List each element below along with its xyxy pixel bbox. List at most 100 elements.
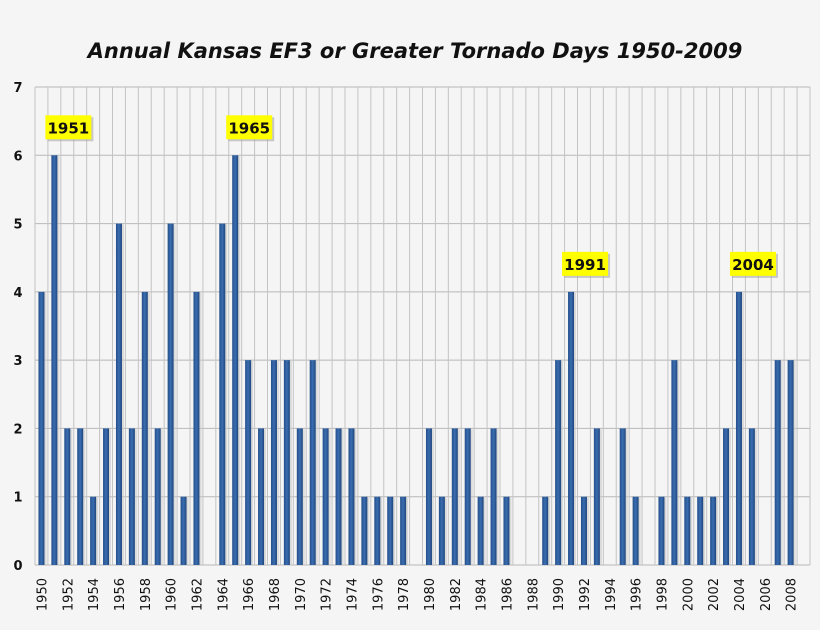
x-tick-label: 1956 bbox=[113, 578, 128, 611]
x-tick-label: 1988 bbox=[526, 578, 541, 611]
callout-box bbox=[226, 115, 273, 140]
y-tick-label: 6 bbox=[13, 149, 22, 164]
x-tick-label: 1950 bbox=[35, 578, 50, 611]
y-tick-label: 7 bbox=[13, 81, 22, 96]
x-tick-label: 1960 bbox=[165, 578, 180, 611]
bar-2005 bbox=[748, 428, 755, 565]
bar-1951 bbox=[51, 155, 58, 566]
chart-title: Annual Kansas EF3 or Greater Tornado Day… bbox=[86, 39, 743, 63]
bar-2001 bbox=[697, 496, 704, 565]
grid bbox=[34, 86, 811, 566]
callout-label: 2004 bbox=[732, 256, 774, 274]
x-tick-label: 1996 bbox=[630, 578, 645, 611]
bar-1966 bbox=[245, 360, 252, 565]
bar-1955 bbox=[103, 428, 110, 565]
x-tick-label: 2000 bbox=[681, 578, 696, 611]
bar-1984 bbox=[477, 496, 484, 565]
bar-1985 bbox=[490, 428, 497, 565]
bar-1972 bbox=[322, 428, 329, 565]
bar-1970 bbox=[296, 428, 303, 565]
x-tick-label: 1994 bbox=[604, 578, 619, 611]
bar-1956 bbox=[115, 223, 122, 566]
bar-1986 bbox=[503, 496, 510, 565]
x-tick-label: 1986 bbox=[500, 578, 515, 611]
bar-1965 bbox=[232, 155, 239, 566]
x-tick-label: 1966 bbox=[242, 578, 257, 611]
y-axis: 0 1 2 3 4 5 6 7 bbox=[13, 81, 22, 574]
bar-1977 bbox=[387, 496, 394, 565]
x-tick-label: 1990 bbox=[552, 578, 567, 611]
bar-2003 bbox=[723, 428, 730, 565]
callout-label: 1951 bbox=[48, 119, 90, 137]
x-tick-label: 1964 bbox=[216, 578, 231, 611]
bar-1992 bbox=[580, 496, 587, 565]
x-tick-label: 1968 bbox=[268, 578, 283, 611]
x-tick-label: 1992 bbox=[578, 578, 593, 611]
bar-1960 bbox=[167, 223, 174, 566]
bar-2007 bbox=[774, 360, 781, 565]
bar-1980 bbox=[425, 428, 432, 565]
bar-1950 bbox=[38, 291, 45, 565]
x-tick-label: 2006 bbox=[759, 578, 774, 611]
bar-1983 bbox=[464, 428, 471, 565]
bar-1996 bbox=[632, 496, 639, 565]
x-tick-label: 2008 bbox=[785, 578, 800, 611]
bar-1968 bbox=[270, 360, 277, 565]
x-tick-label: 1958 bbox=[139, 578, 154, 611]
y-tick-label: 3 bbox=[13, 354, 22, 369]
y-tick-label: 2 bbox=[13, 422, 22, 437]
x-tick-label: 1976 bbox=[371, 578, 386, 611]
x-tick-label: 1978 bbox=[397, 578, 412, 611]
bar-1975 bbox=[361, 496, 368, 565]
bar-1991 bbox=[568, 291, 575, 565]
callout-box bbox=[729, 251, 776, 276]
x-tick-label: 1984 bbox=[475, 578, 490, 611]
callout-box bbox=[45, 115, 92, 140]
bar-2004 bbox=[735, 291, 742, 565]
bar-1998 bbox=[658, 496, 665, 565]
bar-1999 bbox=[671, 360, 678, 565]
bar-1990 bbox=[555, 360, 562, 565]
bar-1962 bbox=[193, 291, 200, 565]
y-tick-label: 5 bbox=[13, 218, 22, 233]
x-tick-label: 1962 bbox=[190, 578, 205, 611]
x-axis: 1950 1952 1954 1956 1958 1960 1962 1964 1966 1968… bbox=[35, 578, 799, 611]
callout-box bbox=[562, 251, 609, 276]
bar-1954 bbox=[90, 496, 97, 565]
x-tick-label: 1954 bbox=[87, 578, 102, 611]
bar-1978 bbox=[400, 496, 407, 565]
bar-2008 bbox=[787, 360, 794, 565]
x-tick-label: 1952 bbox=[61, 578, 76, 611]
callout-label: 1991 bbox=[564, 256, 606, 274]
x-tick-label: 1980 bbox=[423, 578, 438, 611]
bar-1964 bbox=[219, 223, 226, 566]
x-tick-label: 1974 bbox=[345, 578, 360, 611]
bar-1993 bbox=[593, 428, 600, 565]
bar-1989 bbox=[542, 496, 549, 565]
bar-1961 bbox=[180, 496, 187, 565]
bar-2000 bbox=[684, 496, 691, 565]
bar-1967 bbox=[258, 428, 265, 565]
bar-1982 bbox=[451, 428, 458, 565]
x-tick-label: 1972 bbox=[320, 578, 335, 611]
bar-1952 bbox=[64, 428, 71, 565]
x-tick-label: 1982 bbox=[449, 578, 464, 611]
bar-1973 bbox=[335, 428, 342, 565]
bar-1958 bbox=[141, 291, 148, 565]
bar-1974 bbox=[348, 428, 355, 565]
x-tick-label: 2004 bbox=[733, 578, 748, 611]
y-tick-label: 4 bbox=[13, 286, 22, 301]
y-tick-label: 0 bbox=[13, 559, 22, 574]
bar-1981 bbox=[438, 496, 445, 565]
bar-1995 bbox=[619, 428, 626, 565]
bar-1976 bbox=[374, 496, 381, 565]
bar-1971 bbox=[309, 360, 316, 565]
bars bbox=[38, 155, 796, 566]
bar-1959 bbox=[154, 428, 161, 565]
bar-1969 bbox=[283, 360, 290, 565]
bar-1953 bbox=[77, 428, 84, 565]
bar-2002 bbox=[710, 496, 717, 565]
callouts: 1951 1965 1991 2004 bbox=[45, 115, 778, 278]
x-tick-label: 1998 bbox=[655, 578, 670, 611]
